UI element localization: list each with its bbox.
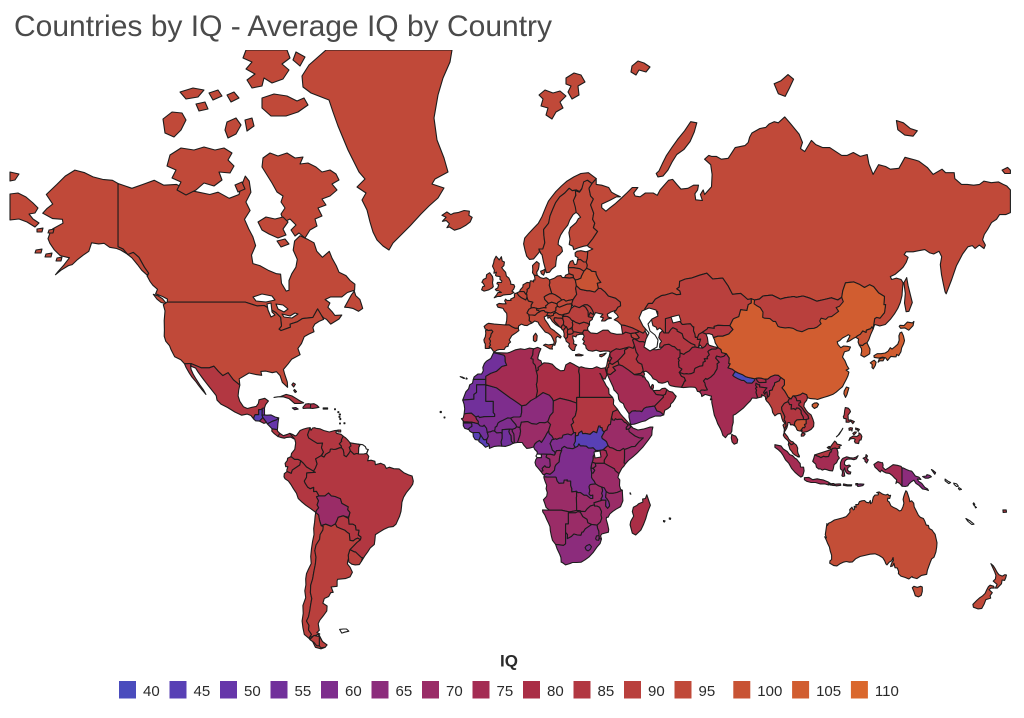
svg-text:85: 85 [598,683,615,700]
svg-text:40: 40 [143,683,160,700]
svg-text:65: 65 [396,683,413,700]
svg-text:105: 105 [816,683,841,700]
svg-text:IQ: IQ [500,652,518,671]
svg-text:75: 75 [497,683,514,700]
svg-text:110: 110 [875,683,899,700]
svg-text:95: 95 [699,683,716,700]
svg-text:Countries by IQ - Average IQ b: Countries by IQ - Average IQ by Country [14,10,552,43]
svg-text:50: 50 [244,683,261,700]
svg-text:90: 90 [648,683,665,700]
svg-text:100: 100 [757,683,782,700]
svg-text:80: 80 [547,683,564,700]
svg-text:70: 70 [446,683,463,700]
svg-text:45: 45 [194,683,211,700]
svg-text:60: 60 [345,683,362,700]
svg-text:55: 55 [295,683,312,700]
